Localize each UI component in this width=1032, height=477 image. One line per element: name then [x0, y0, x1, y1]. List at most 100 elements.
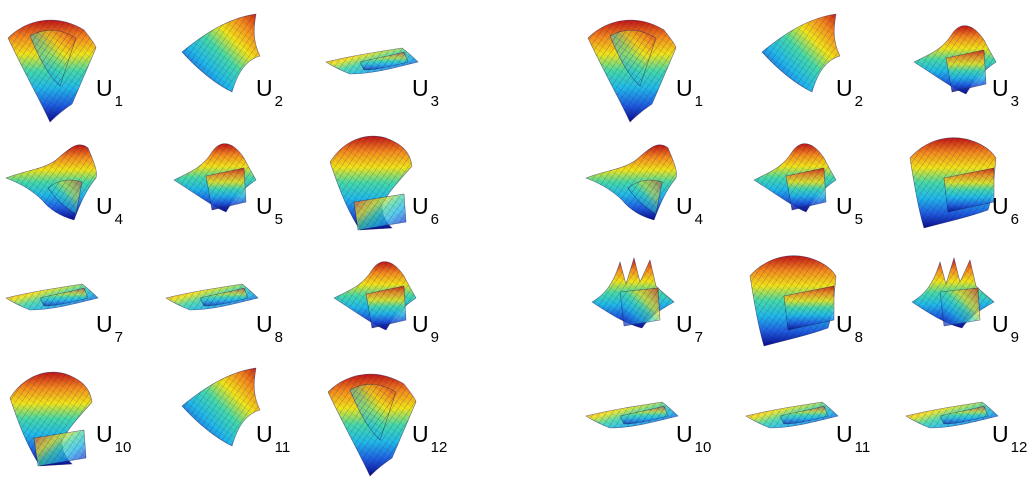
- mode-label: U6: [992, 193, 1019, 228]
- surface-plot-u8: U8: [165, 283, 283, 346]
- mode-label: U11: [256, 421, 290, 456]
- surface-mesh: [585, 144, 677, 221]
- mode-label: U11: [836, 421, 870, 456]
- surface-plot-u9: U9: [333, 261, 439, 346]
- mode-index: 4: [115, 211, 123, 228]
- mode-index: 2: [275, 93, 283, 110]
- surface-plot-u5: U5: [173, 143, 283, 228]
- mode-label: U7: [96, 311, 123, 346]
- surface-plot-u8: U8: [749, 255, 863, 347]
- mode-label: U2: [256, 75, 283, 110]
- mode-index: 12: [1011, 439, 1028, 456]
- mode-label: U4: [96, 193, 123, 228]
- surface-plot-u9: U9: [911, 256, 1019, 346]
- mode-index: 3: [1011, 93, 1019, 110]
- mode-label: U1: [96, 75, 123, 110]
- mode-label: U6: [412, 193, 439, 228]
- mode-letter: U: [256, 421, 273, 447]
- mode-letter: U: [256, 75, 273, 101]
- mode-letter: U: [412, 311, 429, 337]
- surface-mesh: [591, 256, 675, 329]
- mode-letter: U: [676, 75, 693, 101]
- mode-index: 3: [431, 93, 439, 110]
- mode-index: 7: [695, 329, 703, 346]
- surface-plot-u4: U4: [5, 144, 123, 228]
- surface-mesh: [181, 13, 261, 93]
- mode-index: 1: [115, 93, 123, 110]
- mode-label: U8: [836, 311, 863, 346]
- mode-letter: U: [836, 311, 853, 337]
- mode-label: U12: [992, 421, 1027, 456]
- surface-mesh: [5, 144, 97, 221]
- mode-letter: U: [676, 193, 693, 219]
- mode-label: U7: [676, 311, 703, 346]
- mode-letter: U: [412, 75, 429, 101]
- mode-letter: U: [256, 311, 273, 337]
- mode-index: 5: [855, 211, 863, 228]
- mode-label: U5: [836, 193, 863, 228]
- mode-letter: U: [412, 421, 429, 447]
- mode-label: U8: [256, 311, 283, 346]
- mode-letter: U: [256, 193, 273, 219]
- mode-index: 6: [1011, 211, 1019, 228]
- surface-mesh: [327, 373, 417, 477]
- mode-index: 9: [431, 329, 439, 346]
- mode-letter: U: [676, 311, 693, 337]
- mode-label: U12: [412, 421, 447, 456]
- mode-label: U1: [676, 75, 703, 110]
- surface-mesh: [5, 283, 99, 311]
- surface-mesh: [761, 13, 841, 93]
- mode-index: 2: [855, 93, 863, 110]
- surface-mesh: [165, 283, 259, 311]
- surface-mesh: [905, 401, 999, 429]
- surface-mesh: [911, 256, 995, 329]
- mode-label: U9: [412, 311, 439, 346]
- surface-plot-u7: U7: [591, 256, 703, 346]
- mode-label: U5: [256, 193, 283, 228]
- surface-plot-u12: U12: [327, 373, 447, 477]
- mode-label: U4: [676, 193, 703, 228]
- mode-letter: U: [836, 421, 853, 447]
- surface-plot-u12: U12: [905, 401, 1027, 456]
- mode-index: 11: [855, 439, 871, 456]
- surface-mesh: [749, 255, 837, 347]
- mode-label: U2: [836, 75, 863, 110]
- mode-label: U3: [412, 75, 439, 110]
- mode-letter: U: [992, 193, 1009, 219]
- mode-letter: U: [992, 75, 1009, 101]
- surface-mesh: [325, 47, 419, 75]
- surface-mesh: [585, 401, 679, 429]
- surface-mesh: [587, 19, 677, 123]
- surface-plot-u6: U6: [329, 135, 439, 231]
- surface-mesh: [333, 261, 417, 331]
- mode-index: 10: [695, 439, 712, 456]
- mode-index: 8: [855, 329, 863, 346]
- mode-letter: U: [836, 75, 853, 101]
- mode-label: U3: [992, 75, 1019, 110]
- surface-plot-u4: U4: [585, 144, 703, 228]
- surface-plot-u11: U11: [745, 401, 870, 456]
- surface-mesh: [913, 25, 997, 95]
- surface-mesh: [181, 367, 261, 447]
- surface-mesh: [753, 143, 837, 213]
- surface-plot-u1: U1: [587, 19, 703, 123]
- mode-index: 6: [431, 211, 439, 228]
- mode-index: 9: [1011, 329, 1019, 346]
- mode-index: 8: [275, 329, 283, 346]
- mode-index: 7: [115, 329, 123, 346]
- mode-letter: U: [96, 75, 113, 101]
- mode-letter: U: [96, 193, 113, 219]
- mode-label: U10: [676, 421, 711, 456]
- mode-letter: U: [96, 311, 113, 337]
- surface-plot-u3: U3: [913, 25, 1019, 110]
- mode-label: U9: [992, 311, 1019, 346]
- surface-mesh: [909, 137, 997, 229]
- mode-index: 4: [695, 211, 703, 228]
- surface-plot-u7: U7: [5, 283, 123, 346]
- surface-plot-u3: U3: [325, 47, 439, 110]
- surface-mesh: [173, 143, 257, 213]
- surface-plot-u10: U10: [9, 371, 131, 467]
